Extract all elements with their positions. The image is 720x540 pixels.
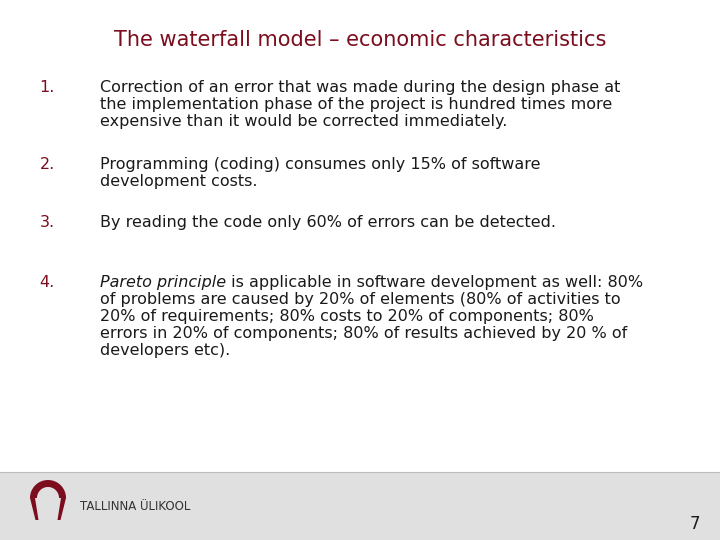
Text: expensive than it would be corrected immediately.: expensive than it would be corrected imm…: [100, 114, 508, 129]
Text: 3.: 3.: [40, 215, 55, 230]
Text: the implementation phase of the project is hundred times more: the implementation phase of the project …: [100, 97, 612, 112]
Text: errors in 20% of components; 80% of results achieved by 20 % of: errors in 20% of components; 80% of resu…: [100, 326, 627, 341]
Text: development costs.: development costs.: [100, 174, 258, 189]
Text: of problems are caused by 20% of elements (80% of activities to: of problems are caused by 20% of element…: [100, 292, 621, 307]
Text: 2.: 2.: [40, 157, 55, 172]
Text: developers etc).: developers etc).: [100, 343, 230, 358]
Text: Correction of an error that was made during the design phase at: Correction of an error that was made dur…: [100, 80, 621, 95]
Polygon shape: [30, 498, 38, 520]
Text: is applicable in software development as well: 80%: is applicable in software development as…: [226, 275, 643, 290]
Text: 1.: 1.: [40, 80, 55, 95]
Text: 4.: 4.: [40, 275, 55, 290]
Text: Pareto principle: Pareto principle: [100, 275, 226, 290]
Text: The waterfall model – economic characteristics: The waterfall model – economic character…: [114, 30, 606, 50]
Polygon shape: [30, 480, 66, 498]
Bar: [0, 472, 720, 540]
Text: TALLINNA ÜLIKOOL: TALLINNA ÜLIKOOL: [80, 500, 190, 512]
Text: 20% of requirements; 80% costs to 20% of components; 80%: 20% of requirements; 80% costs to 20% of…: [100, 309, 594, 324]
Text: Programming (coding) consumes only 15% of software: Programming (coding) consumes only 15% o…: [100, 157, 541, 172]
Polygon shape: [58, 498, 66, 520]
Text: By reading the code only 60% of errors can be detected.: By reading the code only 60% of errors c…: [100, 215, 556, 230]
Text: 7: 7: [690, 515, 700, 533]
